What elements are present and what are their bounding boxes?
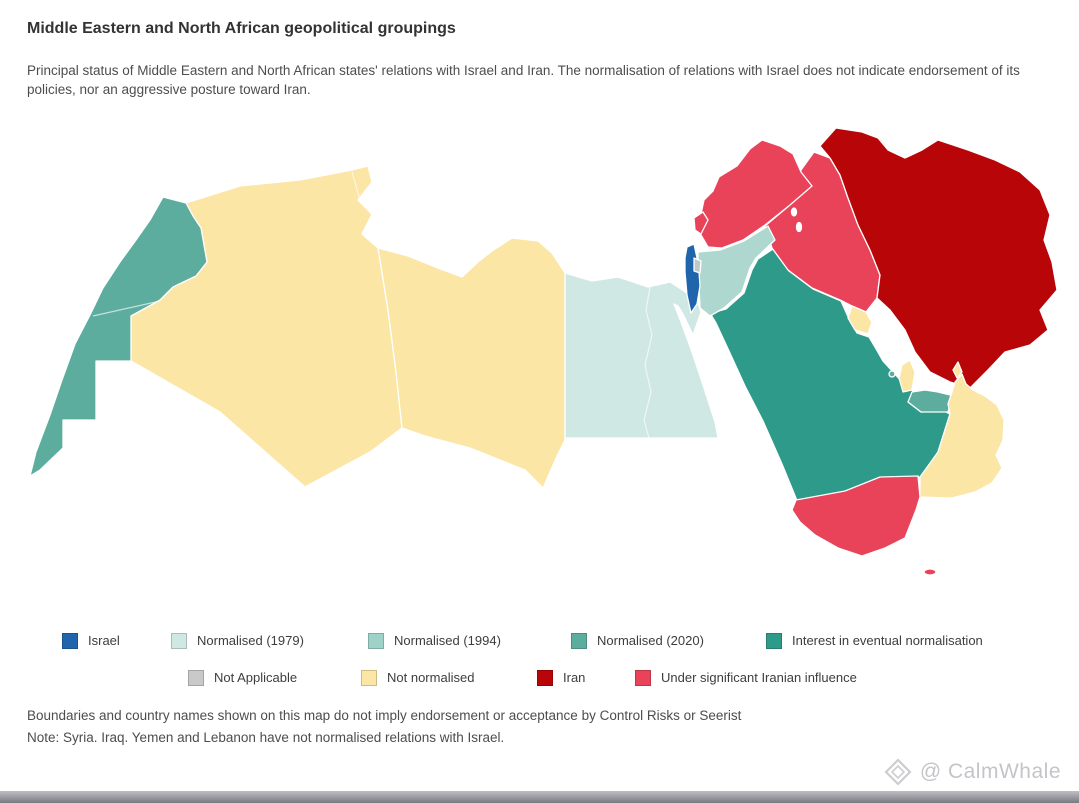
country-morocco-western-sahara (29, 196, 208, 477)
tunisia-border (351, 171, 373, 235)
mena-map-svg (29, 127, 1058, 576)
legend-label: Interest in eventual normalisation (792, 633, 983, 648)
territory-west-bank (693, 257, 702, 274)
legend-item-israel: Israel (62, 632, 120, 649)
legend-swatch-normalised-1979 (171, 632, 187, 649)
bottom-gradient-bar (0, 791, 1079, 803)
legend-label: Normalised (1979) (197, 633, 304, 648)
legend-swatch-normalised-1994 (368, 632, 384, 649)
legend-item-normalised-1979: Normalised (1979) (171, 632, 304, 649)
country-iran (819, 127, 1058, 389)
legend-item-not-applicable: Not Applicable (188, 669, 297, 686)
legend-label: Normalised (2020) (597, 633, 704, 648)
legend-label: Not normalised (387, 670, 475, 685)
iraq-lake-2 (795, 221, 803, 233)
country-egypt (564, 272, 719, 439)
island-socotra (923, 568, 937, 576)
legend-swatch-israel (62, 632, 78, 649)
country-syria (694, 139, 813, 249)
nile-river (643, 286, 653, 439)
legend-swatch-iran (537, 669, 553, 686)
choropleth-map (0, 120, 1079, 620)
legend-swatch-interest-normalisation (766, 632, 782, 649)
legend-item-normalised-2020: Normalised (2020) (571, 632, 704, 649)
watermark: @ CalmWhale (884, 758, 1061, 786)
legend-label: Normalised (1994) (394, 633, 501, 648)
legend-swatch-normalised-2020 (571, 632, 587, 649)
iraq-lake-1 (790, 207, 798, 217)
legend-label: Iran (563, 670, 586, 685)
page-title: Middle Eastern and North African geopoli… (27, 20, 456, 37)
country-kuwait (847, 305, 873, 335)
legend-label: Israel (88, 633, 120, 648)
disclaimer-text: Boundaries and country names shown on th… (27, 708, 742, 723)
legend-item-normalised-1994: Normalised (1994) (368, 632, 501, 649)
country-lebanon (693, 211, 709, 235)
country-oman-musandam (952, 361, 963, 379)
whale-diamond-logo-icon (884, 758, 912, 786)
legend-label: Under significant Iranian influence (661, 670, 857, 685)
note-text: Note: Syria. Iraq. Yemen and Lebanon hav… (27, 730, 505, 745)
country-bahrain (888, 370, 896, 378)
watermark-text: @ CalmWhale (919, 760, 1061, 783)
legend-item-iran: Iran (537, 669, 585, 686)
page-subtitle: Principal status of Middle Eastern and N… (27, 63, 1020, 97)
country-yemen (791, 475, 921, 557)
country-oman (919, 373, 1005, 499)
legend-item-not-normalised: Not normalised (361, 669, 474, 686)
legend-label: Not Applicable (214, 670, 298, 685)
western-sahara-border (92, 300, 161, 317)
legend-swatch-not-normalised (361, 669, 377, 686)
legend-item-iranian-influence: Under significant Iranian influence (635, 669, 857, 686)
country-qatar (898, 359, 916, 393)
legend-item-interest-normalisation: Interest in eventual normalisation (766, 632, 983, 649)
legend-swatch-not-applicable (188, 669, 204, 686)
legend-swatch-iranian-influence (635, 669, 651, 686)
country-libya (377, 237, 566, 489)
